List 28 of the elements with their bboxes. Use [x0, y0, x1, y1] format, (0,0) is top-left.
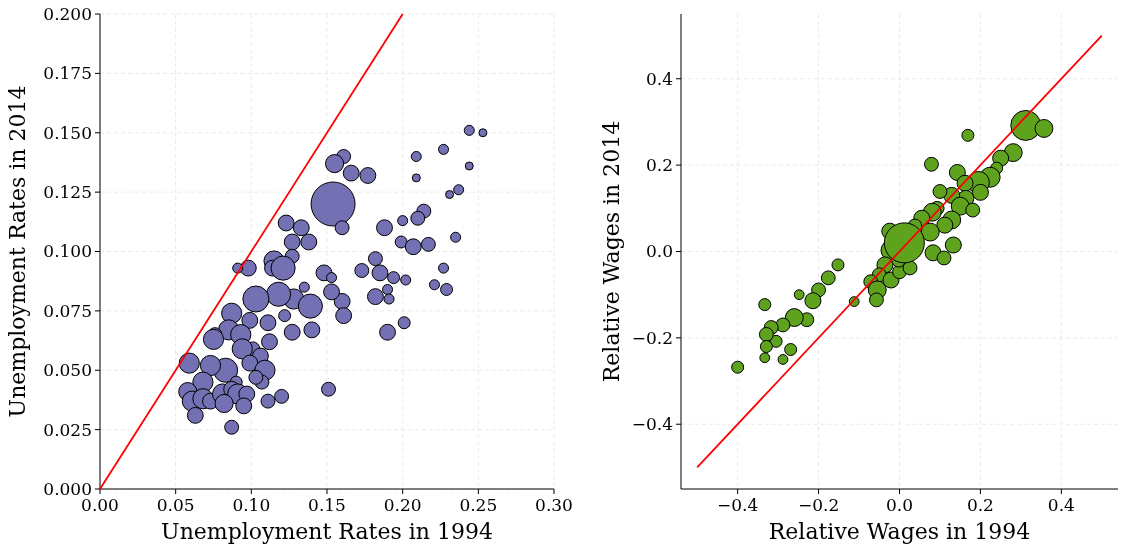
y-tick-label: −0.4: [631, 414, 673, 435]
x-tick-label: 0.0: [885, 495, 914, 515]
x-tick-label: 0.2: [966, 495, 994, 515]
x-tick-label: −0.4: [717, 495, 759, 515]
y-tick-label: 0.125: [43, 182, 92, 203]
y-tick-label: 0.100: [43, 241, 92, 262]
y-tick-label: 0.150: [43, 122, 92, 143]
x-tick-label: 0.4: [1047, 495, 1075, 515]
x-tick-label: −0.2: [797, 495, 840, 515]
x-tick-label: 0.10: [232, 495, 271, 515]
y-tick-label: 0.2: [645, 155, 673, 176]
y-tick-label: 0.075: [43, 300, 92, 321]
y-axis-title: Unemployment Rates in 2014: [5, 85, 30, 418]
x-tick-label: 0.25: [459, 495, 498, 515]
x-tick-label: 0.05: [156, 495, 195, 515]
x-tick-label: 0.20: [383, 495, 422, 515]
y-tick-label: 0.050: [43, 360, 92, 381]
x-axis-title: Unemployment Rates in 1994: [161, 519, 493, 544]
y-tick-label: −0.2: [631, 327, 673, 348]
x-axis-title: Relative Wages in 1994: [768, 519, 1031, 544]
y-tick-label: 0.200: [43, 3, 92, 24]
x-tick-label: 0.30: [535, 495, 573, 515]
y-tick-label: 0.0: [645, 241, 673, 262]
y-tick-label: 0.025: [43, 419, 92, 440]
y-tick-label: 0.4: [645, 68, 673, 89]
y-tick-label: 0.175: [43, 63, 92, 84]
y-axis-title: Relative Wages in 2014: [599, 120, 624, 383]
x-tick-label: 0.15: [308, 495, 346, 515]
